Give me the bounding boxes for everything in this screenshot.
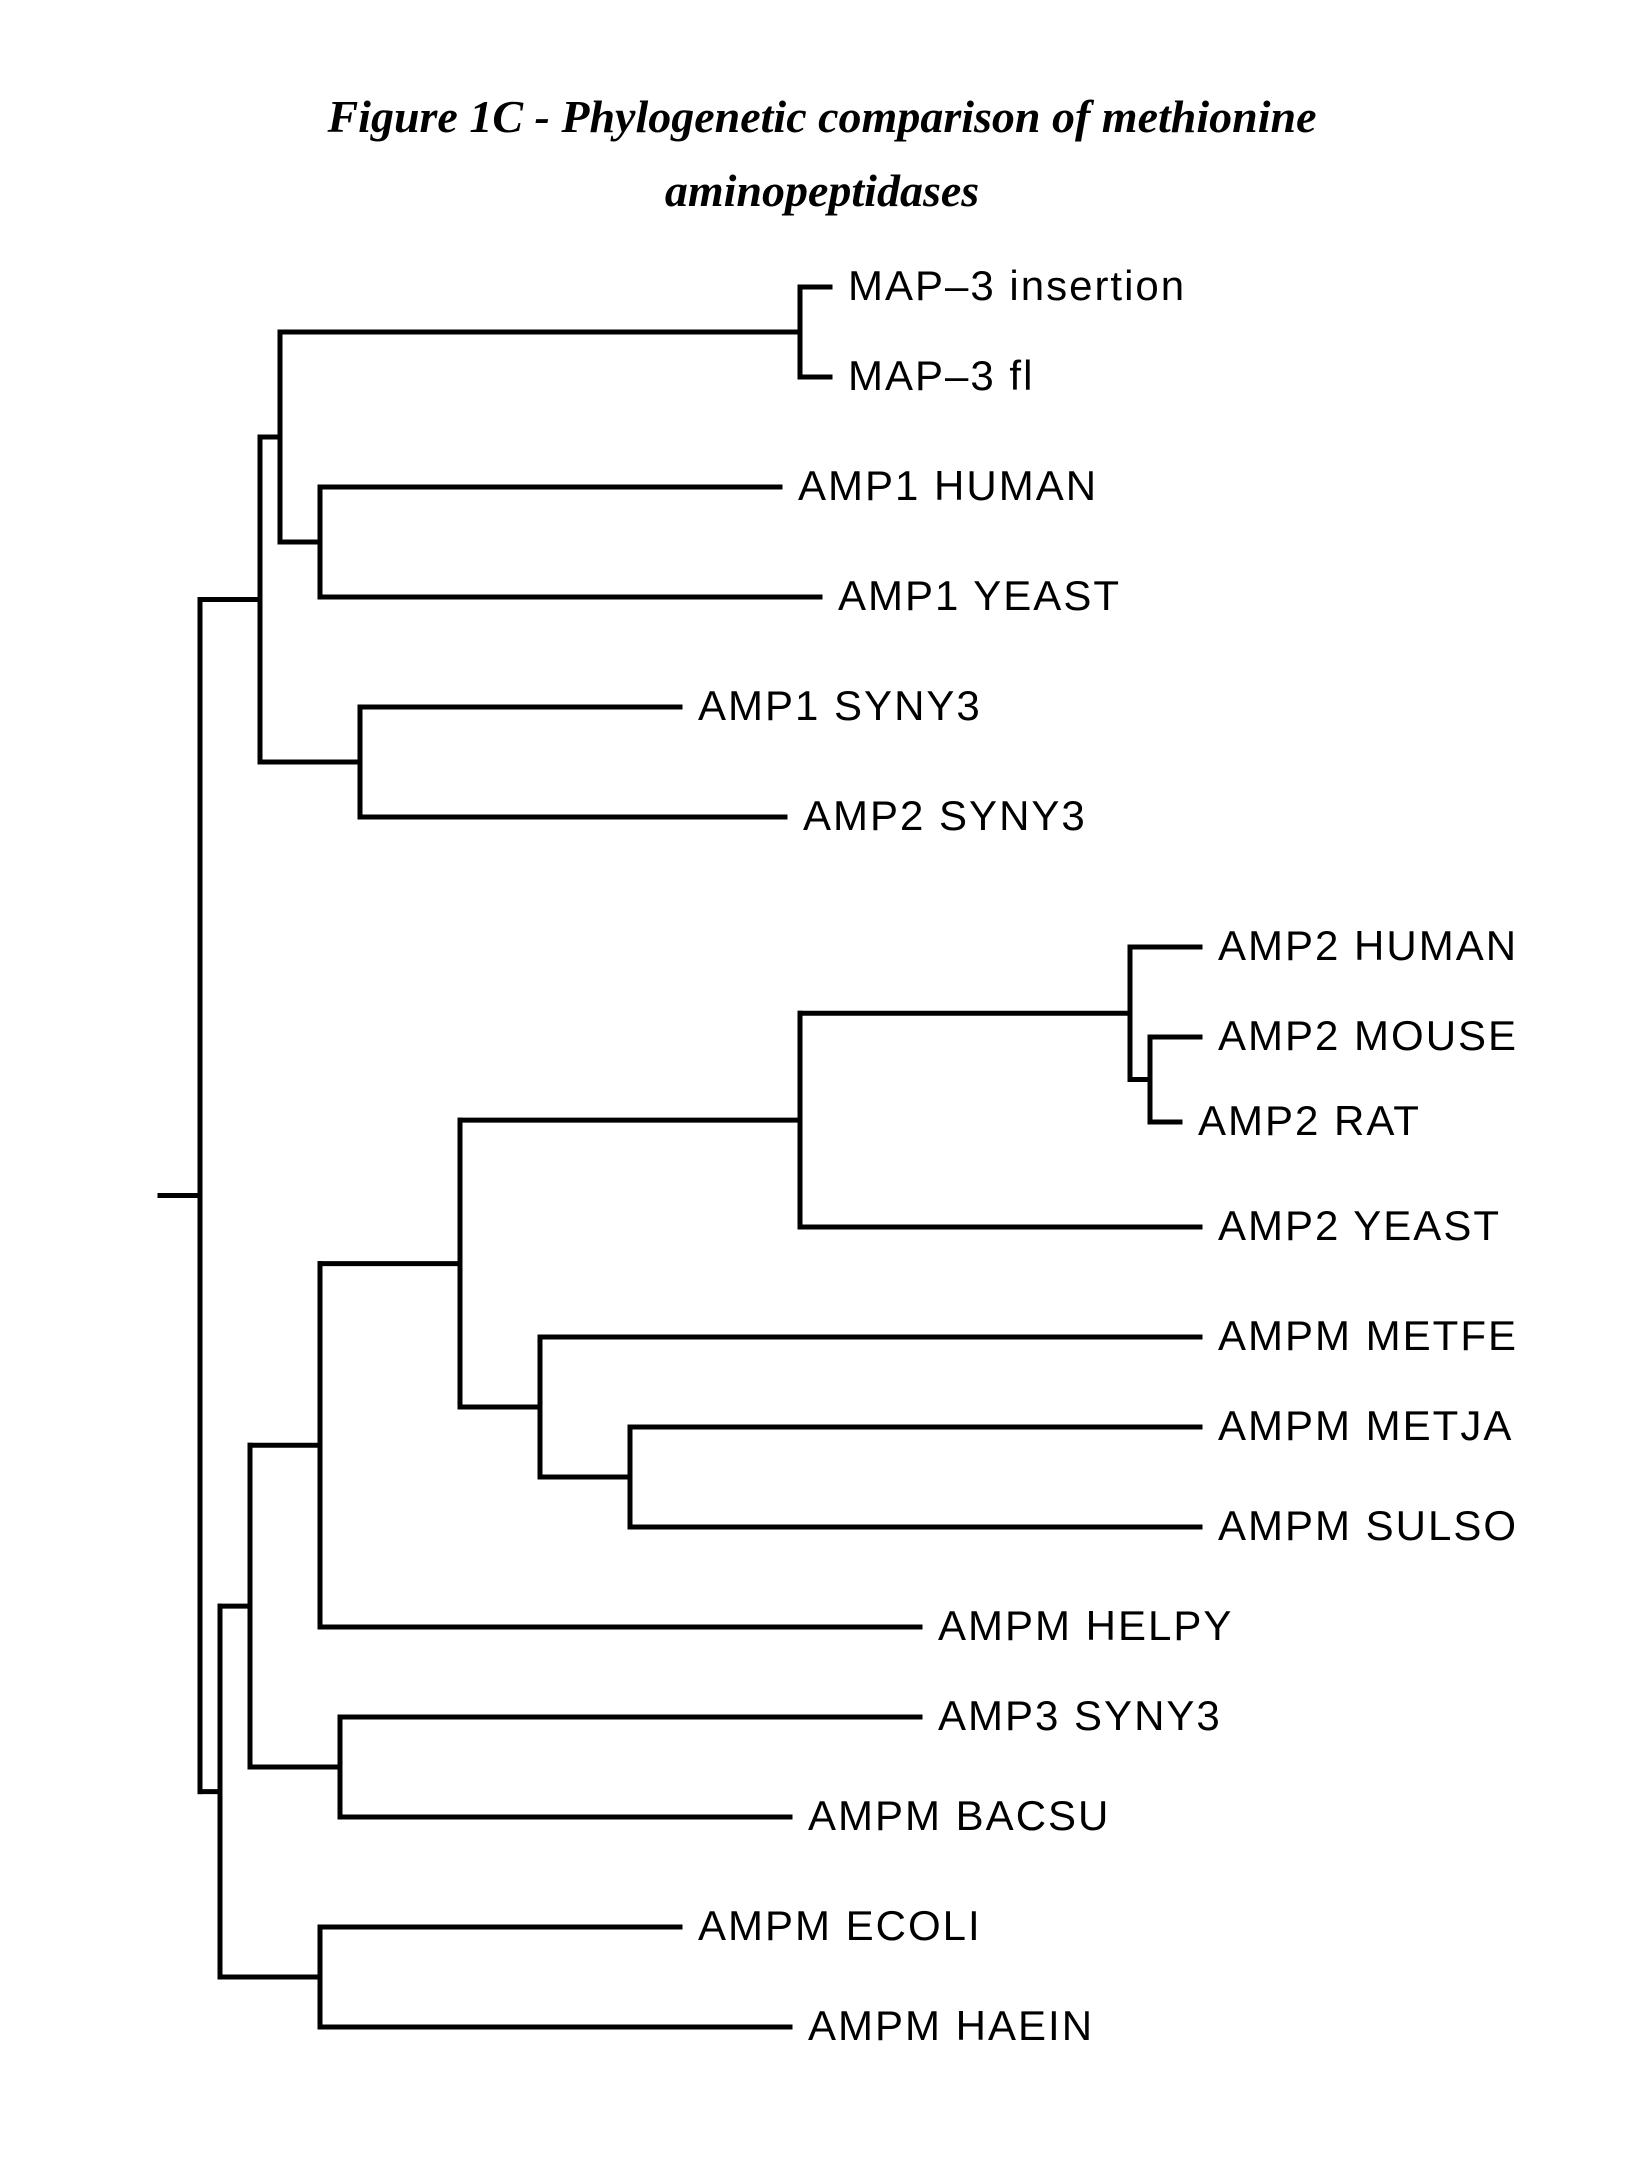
figure-title-block: Figure 1C - Phylogenetic comparison of m… [0,0,1644,227]
figure-title-line1: Figure 1C - Phylogenetic comparison of m… [0,80,1644,154]
tree-branches [160,287,1200,2027]
leaf-label: AMP1 SYNY3 [698,682,982,729]
leaf-label: AMPM SULSO [1218,1502,1518,1549]
leaf-label: AMP2 HUMAN [1218,922,1518,969]
leaf-label: AMPM METJA [1218,1402,1513,1449]
leaf-label: AMPM ECOLI [698,1902,982,1949]
leaf-label: AMP2 RAT [1198,1097,1421,1144]
leaf-label: MAP–3 insertion [848,262,1186,309]
leaf-label: AMP2 MOUSE [1218,1012,1518,1059]
leaf-label: AMPM BACSU [808,1792,1110,1839]
leaf-label: AMP2 SYNY3 [803,792,1087,839]
leaf-label: AMP2 YEAST [1218,1202,1501,1249]
figure-title-line2: aminopeptidases [0,154,1644,228]
leaf-label: AMP3 SYNY3 [938,1692,1222,1739]
leaf-label: AMPM HELPY [938,1602,1233,1649]
tree-leaf-labels: MAP–3 insertion MAP–3 fl AMP1 HUMAN AMP1 YE… [698,262,1518,2049]
leaf-label: AMPM HAEIN [808,2002,1094,2049]
leaf-label: AMP1 HUMAN [798,462,1098,509]
leaf-label: AMPM METFE [1218,1312,1518,1359]
phylogenetic-tree: MAP–3 insertion MAP–3 fl AMP1 HUMAN AMP1 YE… [0,227,1644,2127]
leaf-label: MAP–3 fl [848,352,1034,399]
leaf-label: AMP1 YEAST [838,572,1121,619]
